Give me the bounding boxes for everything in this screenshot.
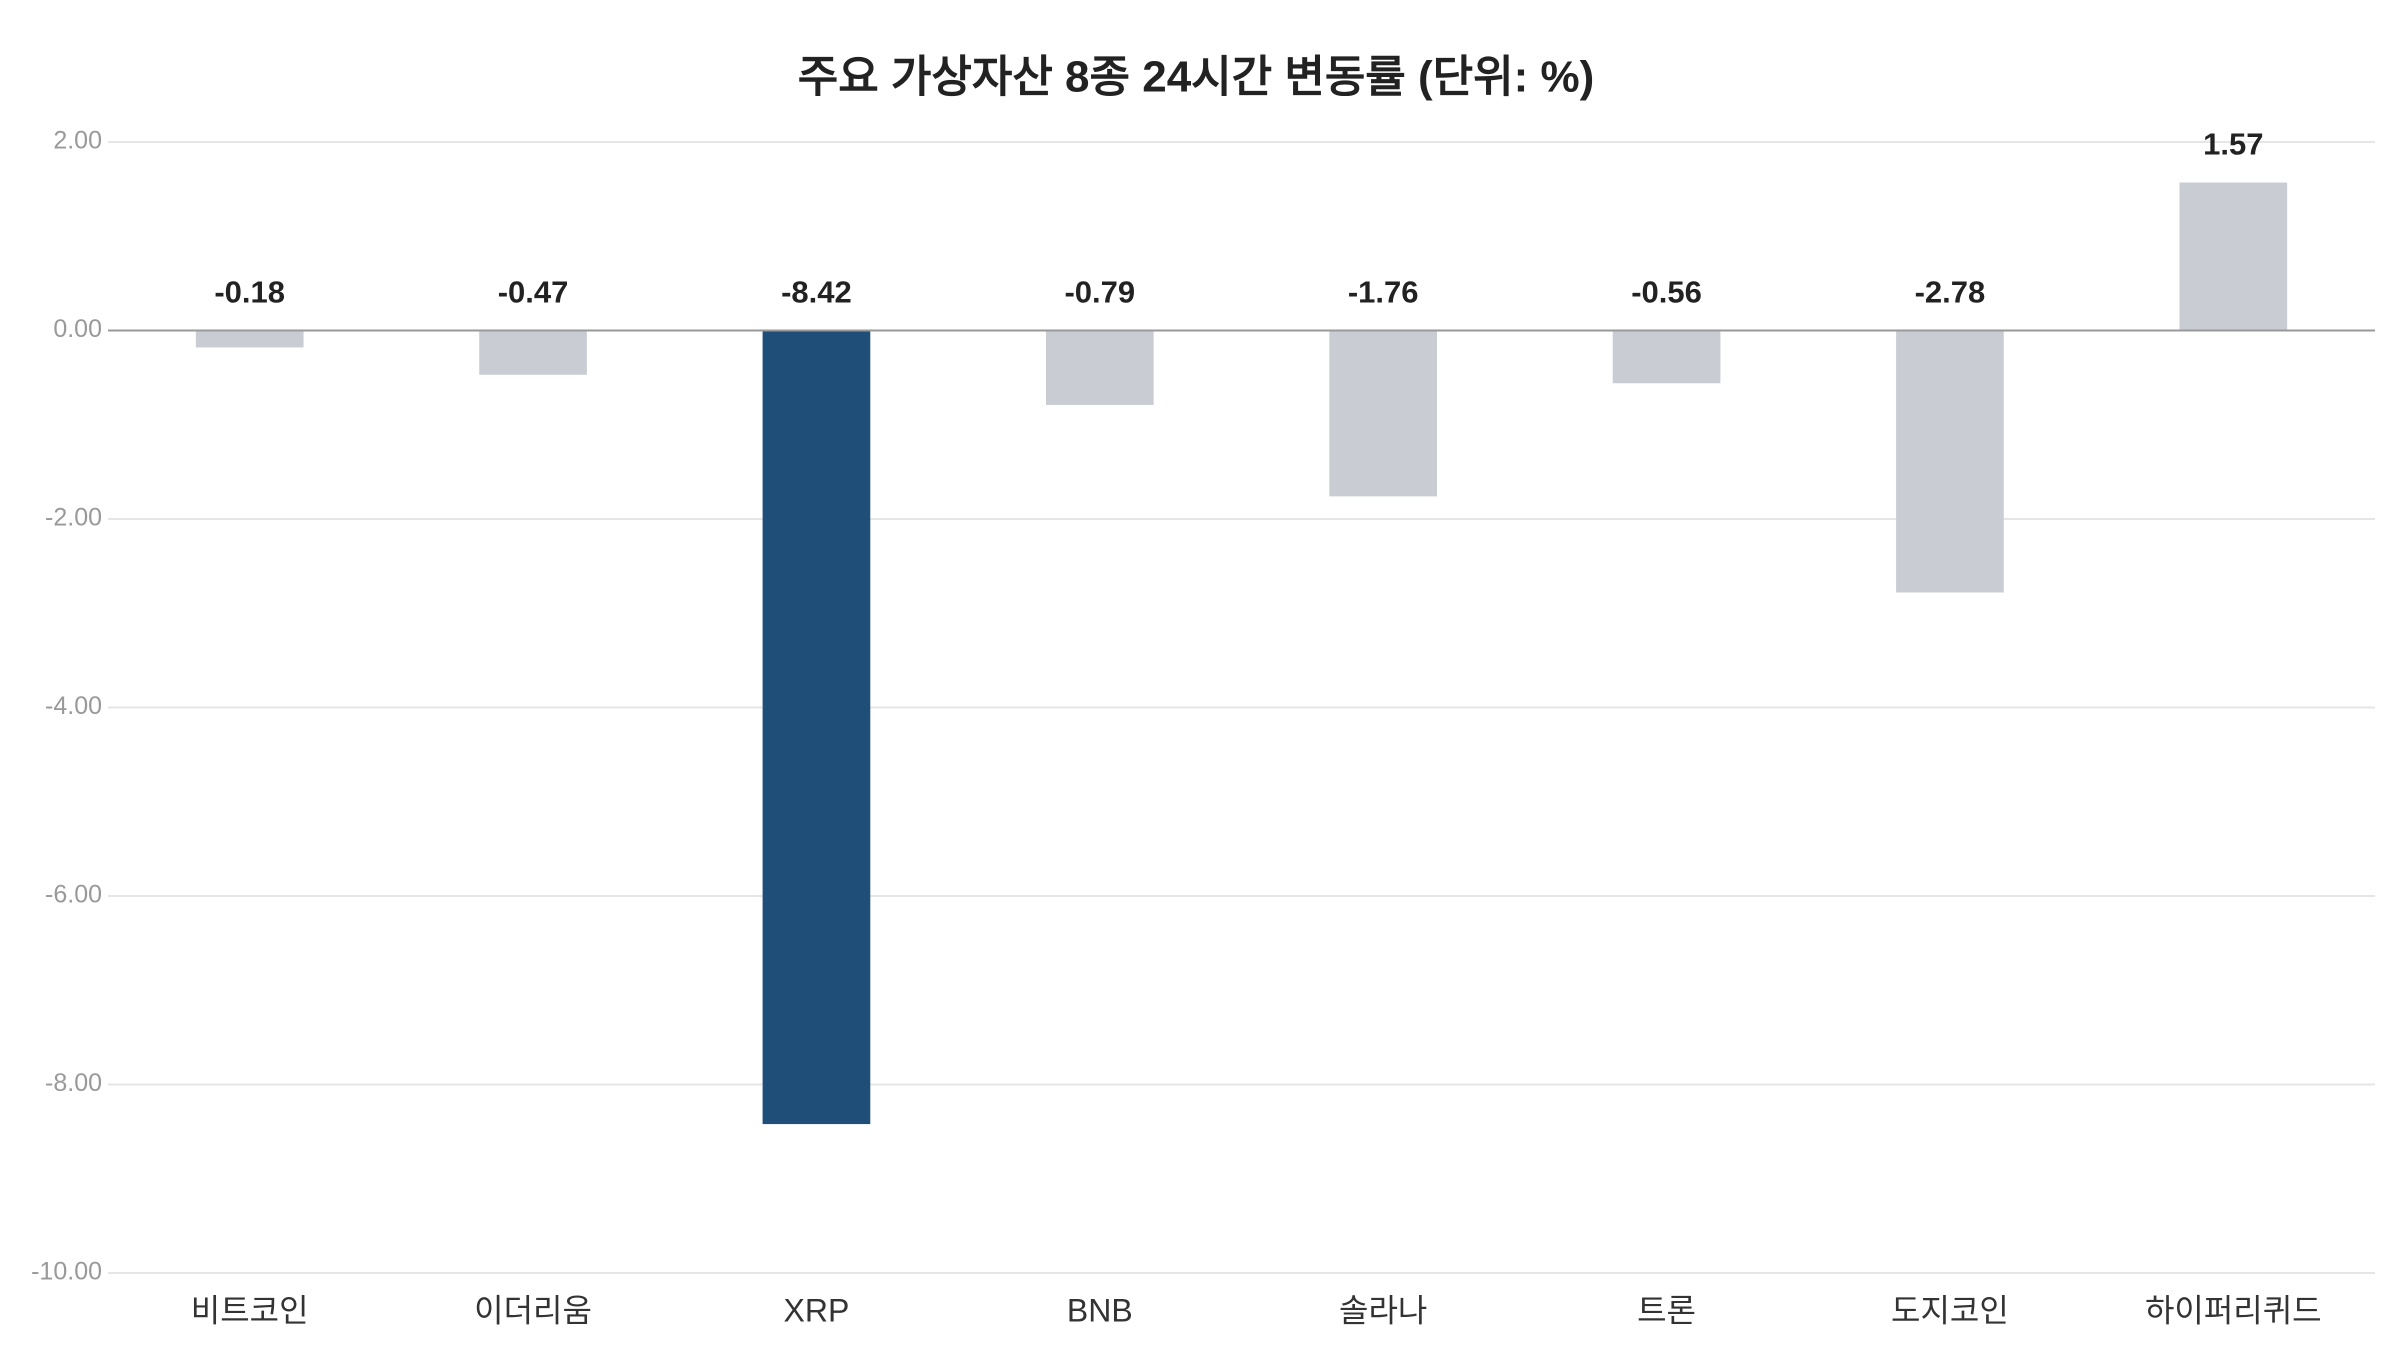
bar xyxy=(479,330,587,375)
chart-title: 주요 가상자산 8종 24시간 변동률 (단위: %) xyxy=(798,53,1595,102)
x-tick-label: 비트코인 xyxy=(191,1292,309,1328)
bar xyxy=(2179,182,2288,331)
y-tick-label: -4.00 xyxy=(45,692,102,720)
value-label: -0.56 xyxy=(1631,275,1702,310)
y-tick-label: -8.00 xyxy=(45,1069,102,1097)
value-label: -0.47 xyxy=(498,275,569,310)
value-label: 1.57 xyxy=(2203,127,2263,162)
bar xyxy=(1612,330,1721,384)
bar xyxy=(1896,330,2004,593)
y-tick-label: -2.00 xyxy=(45,504,102,532)
x-tick-label: 도지코인 xyxy=(1891,1292,2009,1328)
y-tick-label: -6.00 xyxy=(45,881,102,909)
x-tick-label: 솔라나 xyxy=(1339,1292,1427,1328)
y-tick-label: 0.00 xyxy=(53,315,102,343)
bar xyxy=(1045,330,1154,405)
x-tick-label: XRP xyxy=(784,1292,850,1328)
value-label: -0.79 xyxy=(1064,275,1135,310)
y-tick-label: -10.00 xyxy=(31,1258,102,1286)
value-label: -8.42 xyxy=(781,275,852,310)
bar xyxy=(195,330,304,348)
value-label: -2.78 xyxy=(1915,275,1986,310)
x-tick-label: BNB xyxy=(1067,1292,1133,1328)
y-tick-label: 2.00 xyxy=(53,127,102,155)
x-tick-label: 트론 xyxy=(1637,1292,1696,1328)
value-label: -0.18 xyxy=(214,275,285,310)
x-tick-label: 이더리움 xyxy=(474,1292,592,1328)
value-label: -1.76 xyxy=(1348,275,1419,310)
x-tick-label: 하이퍼리퀴드 xyxy=(2145,1292,2322,1328)
bar xyxy=(1329,330,1438,497)
bar xyxy=(762,330,871,1125)
